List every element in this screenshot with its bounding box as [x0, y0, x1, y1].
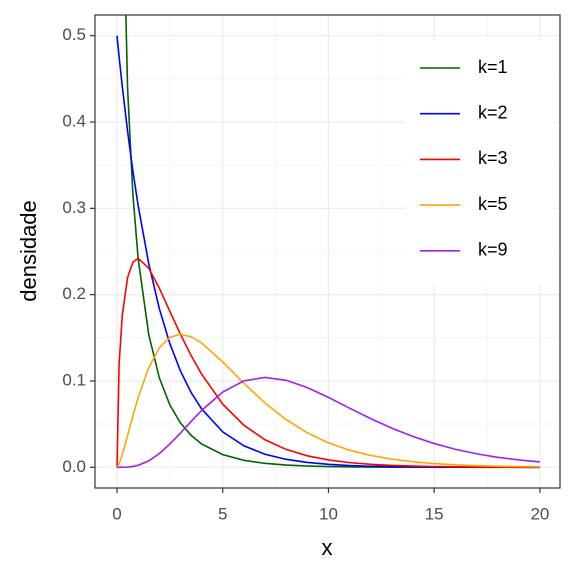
- legend-label: k=2: [478, 102, 508, 122]
- axes: 0 5 10 15 20 0.0 0.1 0.2 0.3 0.4 0.5: [62, 25, 549, 523]
- x-tick-label: 15: [425, 504, 444, 523]
- x-tick-label: 10: [319, 504, 338, 523]
- y-tick-label: 0.5: [62, 25, 86, 44]
- y-tick-label: 0.3: [62, 198, 86, 217]
- series-line: [116, 257, 540, 468]
- x-tick-label: 5: [218, 504, 227, 523]
- legend-label: k=5: [478, 194, 508, 214]
- legend-label: k=1: [478, 57, 508, 77]
- x-tick-label: 0: [112, 504, 121, 523]
- x-tick-label: 20: [530, 504, 549, 523]
- panel-border: [94, 14, 561, 489]
- series-line: [116, 376, 540, 469]
- y-axis-label: densidade: [16, 200, 41, 302]
- y-tick-label: 0.0: [62, 457, 86, 476]
- x-axis-label: x: [322, 535, 333, 560]
- y-tick-label: 0.4: [62, 112, 86, 131]
- legend-label: k=9: [478, 240, 508, 260]
- legend: k=1 k=2 k=3 k=5 k=9: [420, 57, 508, 260]
- series-line: [116, 333, 540, 468]
- y-tick-label: 0.2: [62, 284, 86, 303]
- legend-label: k=3: [478, 148, 508, 168]
- lines: [116, 15, 540, 469]
- legend-box: [405, 40, 555, 285]
- y-tick-label: 0.1: [62, 370, 86, 389]
